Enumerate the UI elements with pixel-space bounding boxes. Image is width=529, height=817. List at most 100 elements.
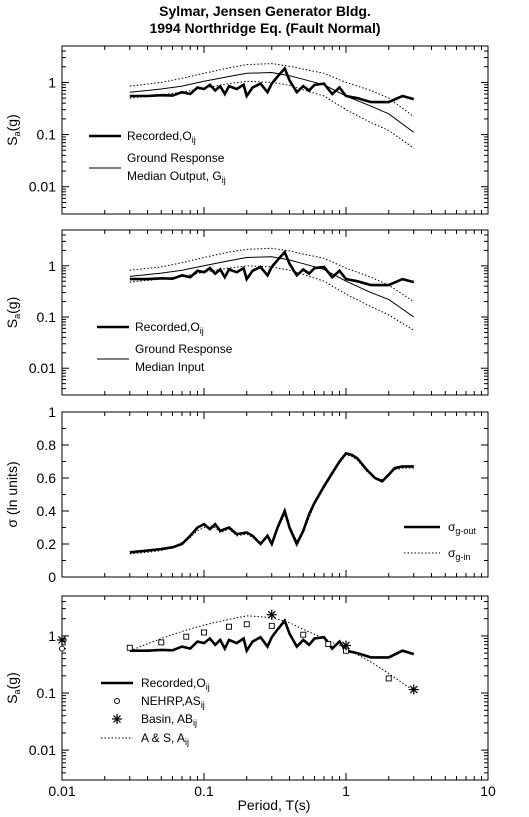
y-tick-label: 1 — [48, 628, 56, 644]
legend-label-sigma-out-sub: g-out — [455, 526, 476, 536]
y-axis-label-main: S — [4, 319, 20, 328]
legend-label-sigma-out: σg-out — [448, 520, 476, 536]
legend-label-recorded-sub: ij — [192, 135, 196, 145]
y-tick-label: 0.8 — [37, 437, 57, 453]
y-tick-label: 0.4 — [37, 503, 57, 519]
plot-frame — [61, 229, 489, 396]
legend-label-basin: Basin, ABij — [141, 712, 197, 728]
data-point-square — [201, 629, 207, 636]
series-line-1 — [129, 249, 415, 287]
legend-label-basin-sub: ij — [193, 718, 197, 728]
data-point-square — [385, 675, 392, 682]
legend-label-nehrp: NEHRP,ASij — [141, 694, 205, 710]
x-tick-label: 10 — [480, 783, 496, 799]
legend-label-sigma-in-main: σ — [448, 546, 456, 560]
y-tick-label: 1 — [48, 74, 56, 90]
x-axis-label: Period, T(s) — [238, 797, 311, 813]
y-axis-label-main: S — [4, 136, 20, 145]
x-tick-label: 1 — [342, 783, 350, 799]
data-point-square — [243, 621, 250, 628]
data-point-square — [268, 622, 275, 629]
y-axis-label-main: S — [4, 694, 20, 703]
data-point-square — [183, 633, 190, 640]
legend-label-recorded-sub: ij — [200, 326, 204, 336]
data-point-square — [126, 644, 133, 651]
y-tick-label: 0 — [48, 569, 56, 585]
series-line-4 — [129, 80, 415, 149]
data-point-star — [57, 634, 67, 645]
data-point-star-stroke-3 — [58, 636, 66, 644]
legend-label-sigma-in-sub: g-in — [455, 552, 470, 562]
series-line-2 — [129, 256, 415, 318]
legend: Recorded,Oij Ground Response Median Output… — [89, 129, 226, 185]
legend-label-recorded-main: Recorded,O — [127, 129, 192, 143]
data-point-star — [408, 684, 419, 695]
legend-marker-basin — [112, 714, 122, 724]
y-tick-label: 1 — [48, 258, 56, 274]
y-axis-label-unit: (g) — [4, 672, 20, 689]
series-line-2 — [129, 71, 415, 133]
series-line-1 — [129, 66, 415, 104]
series-line-3 — [129, 247, 415, 303]
data-point-star-stroke-3 — [267, 610, 276, 619]
data-point-square — [158, 639, 165, 646]
legend-label-recorded-main: Recorded,O — [141, 676, 206, 690]
legend-label-nehrp-sub: ij — [201, 700, 205, 710]
chart-title-line-1: Sylmar, Jensen Generator Bldg. — [159, 3, 371, 19]
legend: Recorded,Oij Ground Response Median Input — [97, 320, 233, 374]
panel-2: 0.01 0.1 1 Sa(g) Recorded,Oij Ground Response… — [4, 229, 489, 396]
x-tick-label: 0.1 — [194, 783, 214, 799]
y-tick-label: 0.01 — [29, 360, 56, 376]
y-axis-label-sub: a — [12, 131, 22, 136]
legend-label-as-sub: ij — [185, 737, 189, 747]
y-axis-label: Sa(g) — [4, 297, 22, 328]
data-point-star — [266, 609, 277, 620]
legend-label-sigma-out-main: σ — [448, 520, 456, 534]
y-tick-label: 0.01 — [29, 179, 56, 195]
y-axis-label: σ (ln units) — [4, 461, 20, 527]
legend-label-median-1: Ground Response — [135, 342, 233, 356]
y-tick-label: 0.6 — [37, 470, 57, 486]
y-axis-label: Sa(g) — [4, 114, 22, 145]
data-point-square — [325, 641, 332, 648]
series-line-1 — [129, 618, 415, 659]
y-tick-label: 0.01 — [29, 742, 56, 758]
legend-label-as: A & S, Aij — [141, 731, 189, 747]
y-axis-label: Sa(g) — [4, 672, 22, 703]
data-point-square — [300, 631, 307, 638]
series-line-2 — [129, 454, 414, 555]
y-axis-label-unit: (g) — [4, 114, 20, 131]
legend-label-median-2: Median Output, Gij — [127, 169, 226, 185]
y-axis-label-sub: a — [12, 689, 22, 694]
data-point-star-stroke-3 — [409, 685, 418, 694]
legend-label-nehrp-main: NEHRP,AS — [141, 694, 201, 708]
legend-label-sigma-in: σg-in — [448, 546, 470, 562]
legend-marker-basin-stroke-3 — [113, 715, 121, 723]
y-axis-label-sub: a — [12, 314, 22, 319]
legend-label-recorded: Recorded,Oij — [141, 676, 210, 692]
legend-label-recorded-sub: ij — [206, 682, 210, 692]
y-axis-label-unit: (g) — [4, 297, 20, 314]
data-point-circle — [59, 645, 65, 652]
legend-label-basin-main: Basin, AB — [141, 712, 193, 726]
legend-label-median-2-main: Median Output, G — [127, 169, 222, 183]
y-tick-label: 0.1 — [37, 685, 57, 701]
series-line-4 — [129, 265, 415, 331]
series-line-3 — [129, 63, 415, 118]
plot-frame — [61, 411, 489, 578]
legend-label-median-2-main: Median Input — [135, 360, 205, 374]
legend-label-as-main: A & S, A — [141, 731, 185, 745]
data-point-star — [341, 640, 351, 651]
plot-frame — [61, 595, 489, 781]
legend-marker-nehrp — [114, 698, 120, 704]
legend-label-median-1: Ground Response — [127, 151, 225, 165]
y-tick-label: 1 — [48, 404, 56, 420]
legend-label-recorded-main: Recorded,O — [135, 320, 200, 334]
